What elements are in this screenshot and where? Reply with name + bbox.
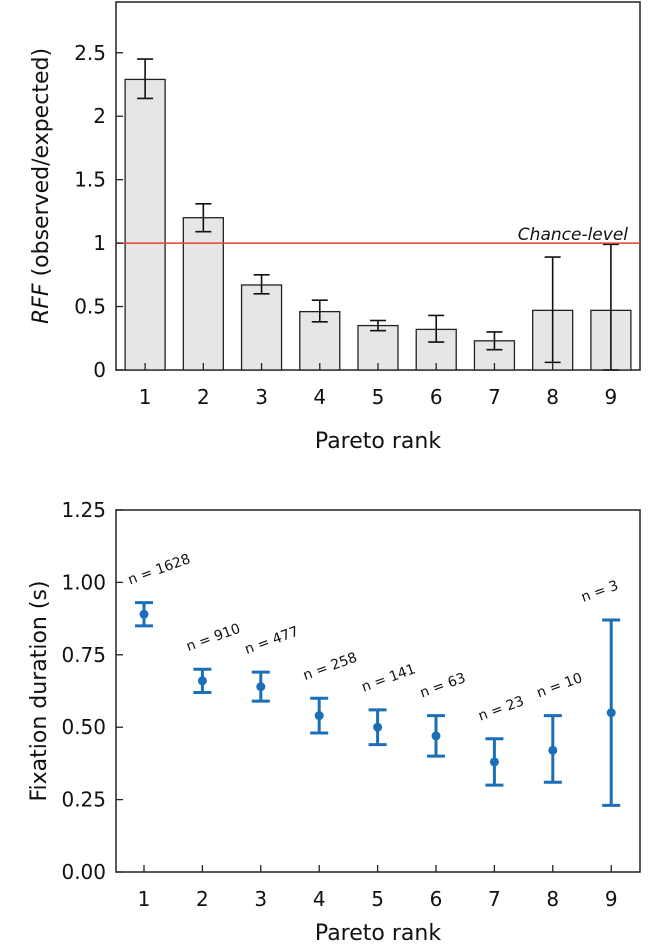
y-tick-label: 1 [93, 231, 106, 255]
bar-rank-3 [240, 284, 283, 371]
sample-size-label-rank-8: n = 10 [535, 670, 585, 701]
y-tick-label: 0.5 [74, 295, 106, 319]
y-tick-label: 0.50 [61, 715, 106, 739]
x-tick-label: 5 [372, 385, 385, 409]
data-point-rank-7 [489, 757, 499, 767]
data-point-rank-4 [314, 711, 324, 721]
data-point-rank-1 [139, 609, 149, 619]
x-tick-label: 2 [196, 887, 209, 911]
sample-size-label-rank-5: n = 141 [359, 661, 417, 695]
x-tick-label: 1 [138, 887, 151, 911]
y-axis-title-italic: RFF [29, 283, 54, 324]
y-tick-label: 1.25 [61, 498, 106, 522]
y-tick-label: 0.25 [61, 788, 106, 812]
y-axis-ticks: 0 0.5 1 1.5 2 2.5 [74, 41, 123, 382]
sample-size-label-rank-1: n = 1628 [126, 551, 193, 588]
bar-rank-1 [124, 78, 166, 371]
x-tick-label: 7 [488, 887, 501, 911]
x-tick-label: 5 [371, 887, 384, 911]
reference-line-label: Chance-level [518, 225, 628, 245]
x-axis-ticks: 1 2 3 4 5 6 7 8 9 [139, 363, 618, 409]
point-series [135, 601, 621, 807]
y-tick-label: 1.5 [74, 168, 106, 192]
x-tick-label: 4 [313, 887, 326, 911]
x-tick-label: 3 [255, 385, 268, 409]
x-tick-label: 9 [605, 385, 618, 409]
bar-rank-2 [182, 217, 224, 371]
y-axis-title-rest: (observed/expected) [29, 48, 54, 283]
x-tick-label: 4 [313, 385, 326, 409]
y-tick-label: 0.00 [61, 860, 106, 884]
y-tick-label: 0.75 [61, 643, 106, 667]
y-axis-ticks: 0.00 0.25 0.50 0.75 1.00 1.25 [61, 498, 123, 884]
y-axis-title: Fixation duration (s) [27, 581, 52, 802]
x-axis-title: Pareto rank [315, 429, 441, 454]
x-tick-label: 2 [197, 385, 210, 409]
x-axis-ticks: 1 2 3 4 5 6 7 8 9 [138, 865, 618, 911]
data-point-rank-3 [256, 682, 266, 692]
x-tick-label: 6 [430, 887, 443, 911]
sample-size-label-rank-4: n = 258 [301, 650, 359, 684]
y-tick-label: 1.00 [61, 570, 106, 594]
sample-size-label-rank-2: n = 910 [184, 621, 242, 655]
data-point-rank-5 [373, 722, 383, 732]
x-tick-label: 6 [430, 385, 443, 409]
data-point-rank-8 [548, 745, 558, 755]
y-tick-label: 0 [93, 358, 106, 382]
x-tick-label: 8 [546, 887, 559, 911]
x-tick-label: 8 [546, 385, 559, 409]
sample-size-label-rank-3: n = 477 [243, 624, 301, 658]
x-tick-label: 9 [605, 887, 618, 911]
bar-series [116, 58, 640, 371]
sample-size-label-rank-6: n = 63 [418, 670, 468, 701]
sample-size-label-rank-9: n = 3 [579, 578, 621, 606]
x-tick-label: 7 [488, 385, 501, 409]
sample-size-label-rank-7: n = 23 [476, 693, 526, 724]
data-point-rank-2 [197, 676, 207, 686]
data-point-rank-6 [431, 731, 441, 741]
x-tick-label: 3 [254, 887, 267, 911]
y-tick-label: 2.5 [74, 41, 106, 65]
y-tick-label: 2 [93, 104, 106, 128]
data-point-rank-9 [606, 708, 616, 718]
x-tick-label: 1 [139, 385, 152, 409]
x-axis-title: Pareto rank [315, 921, 441, 946]
rff-bar-chart: 0 0.5 1 1.5 2 2.5 1 2 3 4 5 6 7 8 9 Chance-level Pare… [29, 1, 641, 454]
y-axis-title: RFF (observed/expected) [29, 48, 54, 324]
fixation-duration-chart: 0.00 0.25 0.50 0.75 1.00 1.25 1 2 3 4 5 6 7 8 9 n = 1… [27, 498, 641, 946]
